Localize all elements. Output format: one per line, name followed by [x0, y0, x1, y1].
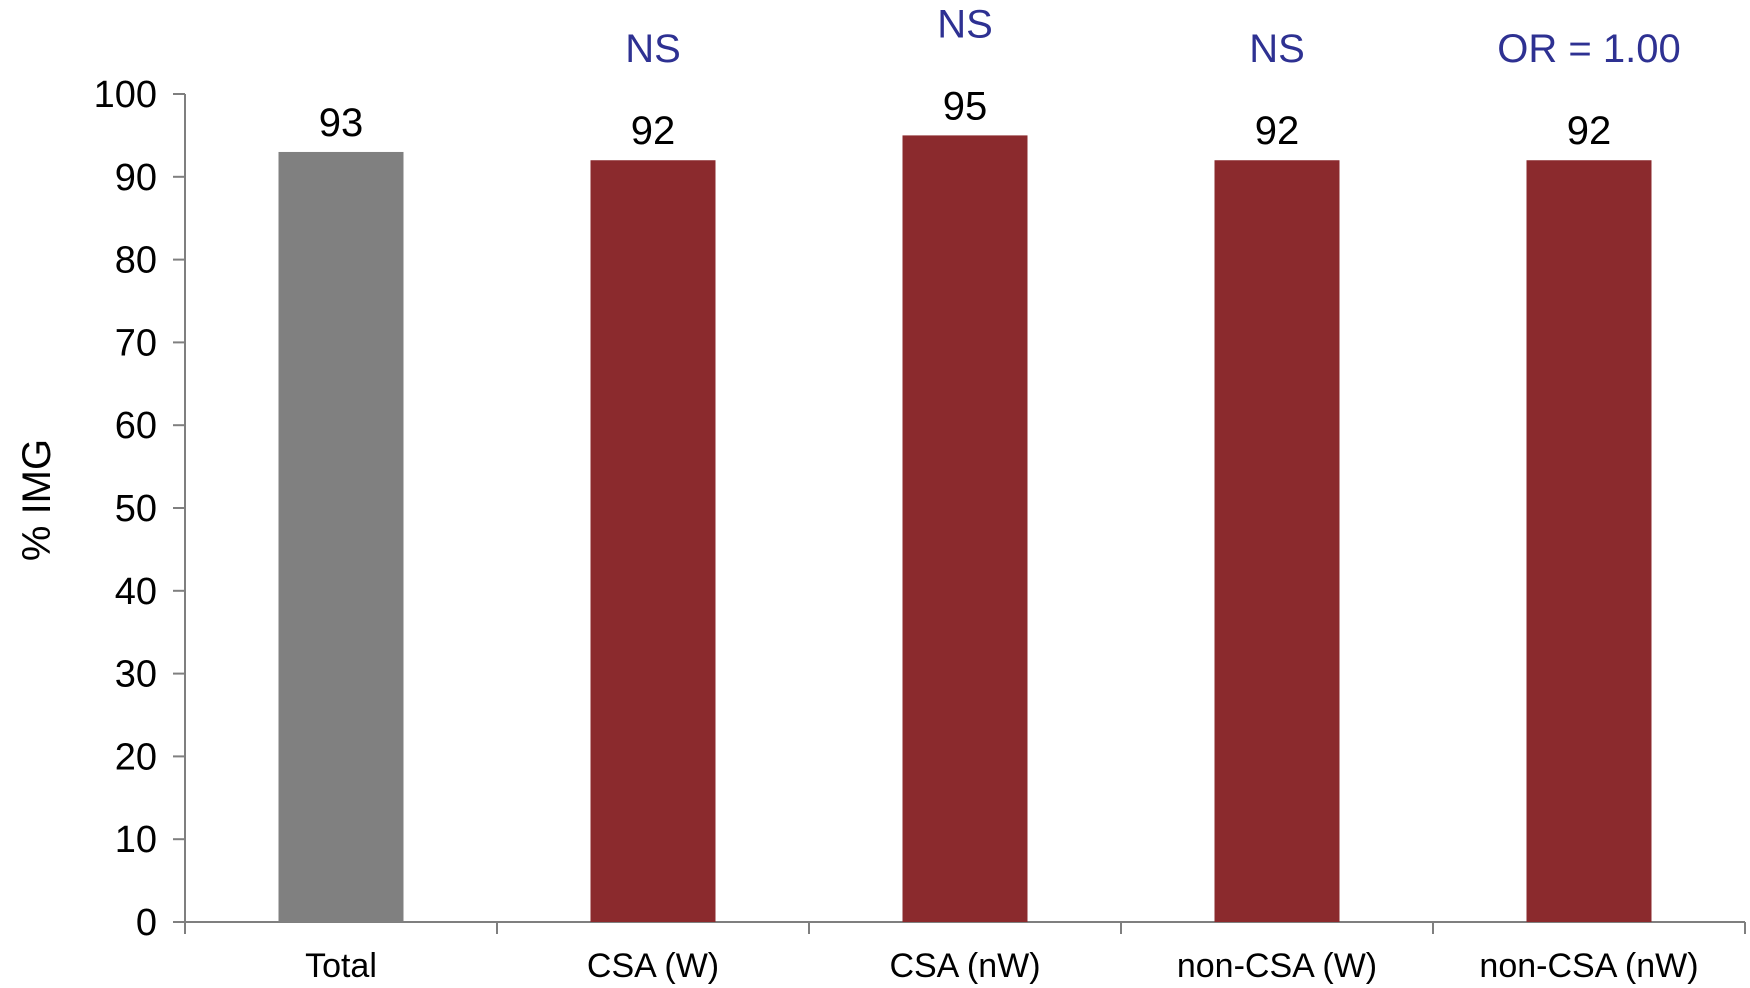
x-category-label: Total [305, 947, 377, 985]
y-tick-label: 10 [115, 819, 157, 861]
bar [278, 151, 404, 922]
significance-annotation: NS [937, 2, 993, 46]
x-axis: Total CSA (W) CSA (nW) non-CSA (W) non-CSA (… [184, 921, 1746, 985]
y-axis: 0 10 20 30 40 50 60 70 80 90 100 [94, 74, 186, 944]
bar [590, 160, 716, 923]
bar [902, 135, 1028, 922]
significance-annotation: OR = 1.00 [1497, 27, 1680, 71]
y-tick-label: 50 [115, 488, 157, 530]
y-tick-label: 20 [115, 736, 157, 778]
significance-annotations: NS NS NS OR = 1.00 [625, 2, 1681, 71]
bar-value-label: 92 [1255, 109, 1300, 153]
y-tick-label: 0 [136, 902, 157, 944]
bar [1214, 160, 1340, 923]
bar-value-label: 95 [943, 84, 988, 128]
bars [278, 135, 1652, 923]
bar-value-label: 92 [1567, 109, 1612, 153]
y-tick-label: 80 [115, 240, 157, 282]
y-tick-label: 40 [115, 571, 157, 613]
significance-annotation: NS [625, 27, 681, 71]
x-category-label: CSA (nW) [889, 947, 1040, 985]
significance-annotation: NS [1249, 27, 1305, 71]
y-tick-label: 30 [115, 654, 157, 696]
y-tick-label: 90 [115, 157, 157, 199]
x-category-label: non-CSA (nW) [1479, 947, 1698, 985]
bar [1526, 160, 1652, 923]
y-tick-label: 60 [115, 405, 157, 447]
x-category-label: non-CSA (W) [1177, 947, 1377, 985]
y-axis-title: % IMG [15, 439, 59, 561]
y-tick-label: 70 [115, 322, 157, 364]
bar-value-label: 93 [319, 101, 364, 145]
bar-value-label: 92 [631, 109, 676, 153]
data-labels: 93 92 95 92 92 [319, 84, 1612, 153]
x-category-label: CSA (W) [587, 947, 719, 985]
y-tick-label: 100 [94, 74, 157, 116]
